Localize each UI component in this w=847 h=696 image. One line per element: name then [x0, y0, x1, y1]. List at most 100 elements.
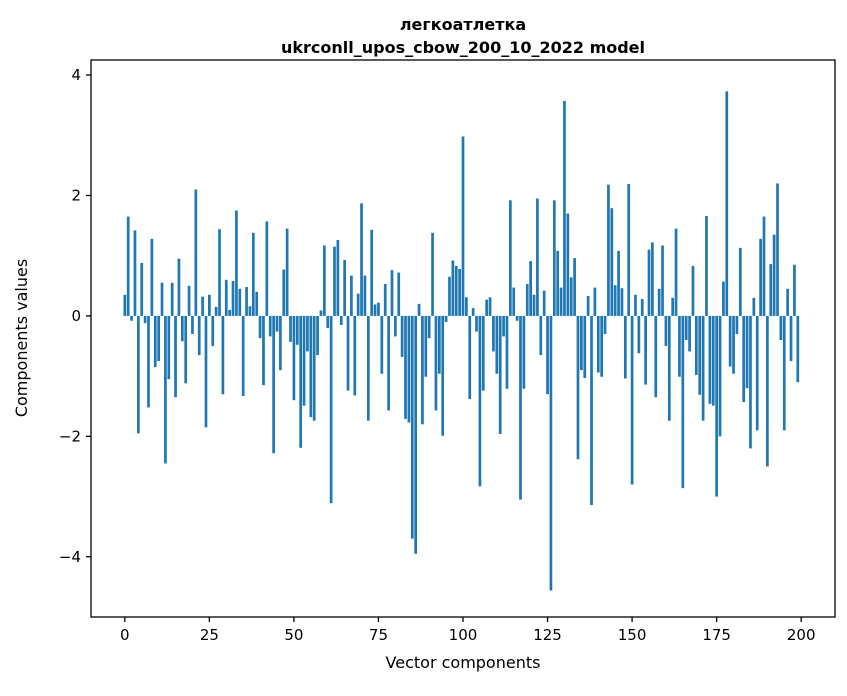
bar [546, 315, 549, 395]
bar [722, 281, 725, 316]
bar [698, 315, 702, 395]
bar [444, 315, 448, 322]
bar [390, 270, 394, 316]
bar [251, 232, 255, 316]
bar [299, 315, 303, 448]
bar [718, 315, 722, 437]
bar [671, 297, 675, 316]
bar [231, 280, 235, 316]
bar [708, 315, 712, 404]
bar [475, 315, 478, 332]
bar [705, 215, 708, 316]
bar [678, 315, 681, 377]
bar [417, 303, 421, 316]
bar [647, 249, 651, 316]
bar [353, 315, 357, 396]
x-axis-label: Vector components [386, 653, 541, 672]
bar [370, 229, 374, 316]
bar [465, 297, 468, 316]
bar [451, 260, 455, 316]
bar [674, 228, 678, 316]
bar [164, 315, 167, 464]
bar [502, 315, 505, 337]
bar [563, 100, 566, 316]
x-tick-label: 100 [449, 626, 478, 644]
bar [627, 184, 631, 316]
bar [610, 208, 614, 316]
bar [343, 259, 346, 316]
bar [532, 294, 536, 316]
bar [140, 262, 144, 316]
bar [715, 315, 718, 497]
bar [170, 282, 174, 316]
bar [471, 308, 475, 316]
bar [769, 264, 773, 316]
bar [569, 277, 573, 316]
bar [525, 284, 529, 316]
bar [485, 299, 489, 316]
bar [694, 315, 698, 375]
plot-area: 0 25 50 75 100 125 150 175 200 −4 −2 0 2 4 [59, 59, 836, 644]
bar [339, 315, 343, 325]
bar [755, 315, 759, 431]
chart-subtitle: ukrconll_upos_cbow_200_10_2022 model [281, 38, 645, 57]
bar [255, 291, 259, 316]
bar [793, 264, 796, 316]
bar [316, 315, 319, 356]
bar [607, 184, 610, 316]
bar [235, 210, 238, 316]
bar [664, 315, 668, 347]
bar [153, 315, 157, 368]
bar [397, 272, 401, 316]
bar [427, 315, 431, 339]
bar [437, 315, 441, 374]
bar [383, 284, 387, 316]
bar [150, 238, 154, 316]
bar [218, 229, 221, 316]
bar [617, 250, 620, 316]
bar [725, 91, 729, 316]
bar [265, 221, 269, 316]
bar [133, 230, 137, 316]
bar [623, 315, 627, 379]
bar [732, 315, 735, 374]
bar [157, 315, 160, 362]
x-tick-label: 50 [284, 626, 303, 644]
bar [312, 315, 316, 421]
bar [762, 216, 766, 316]
bar [749, 315, 752, 449]
bar [752, 297, 756, 316]
bar [691, 265, 695, 316]
bar [776, 183, 779, 316]
bar [194, 189, 198, 316]
bar [130, 315, 133, 321]
bar [228, 309, 232, 316]
bar [167, 315, 171, 380]
y-tick-label: 0 [71, 307, 81, 325]
bar [394, 315, 397, 337]
bar [211, 315, 215, 347]
bar [529, 261, 532, 316]
bar [238, 288, 242, 316]
bar [241, 315, 245, 397]
bar [160, 282, 164, 316]
bar [136, 315, 140, 434]
bar [498, 315, 502, 434]
bar [759, 238, 762, 316]
bar [292, 315, 296, 401]
bar [515, 315, 519, 321]
bar [180, 315, 184, 342]
bar [580, 315, 583, 371]
bar [329, 315, 333, 504]
bar [711, 315, 715, 406]
bar [333, 246, 336, 316]
bar [184, 315, 188, 384]
bar [657, 288, 661, 316]
bar [204, 315, 208, 428]
bar [434, 315, 438, 411]
bar [208, 294, 211, 316]
bar [123, 294, 127, 316]
bar [593, 287, 597, 316]
y-tick-label: 4 [71, 66, 81, 84]
